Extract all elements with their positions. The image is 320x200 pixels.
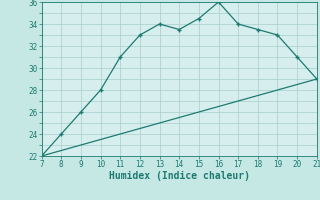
X-axis label: Humidex (Indice chaleur): Humidex (Indice chaleur)	[109, 171, 250, 181]
